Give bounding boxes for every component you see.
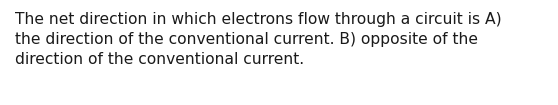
Text: The net direction in which electrons flow through a circuit is A)
the direction : The net direction in which electrons flo… (15, 12, 502, 67)
